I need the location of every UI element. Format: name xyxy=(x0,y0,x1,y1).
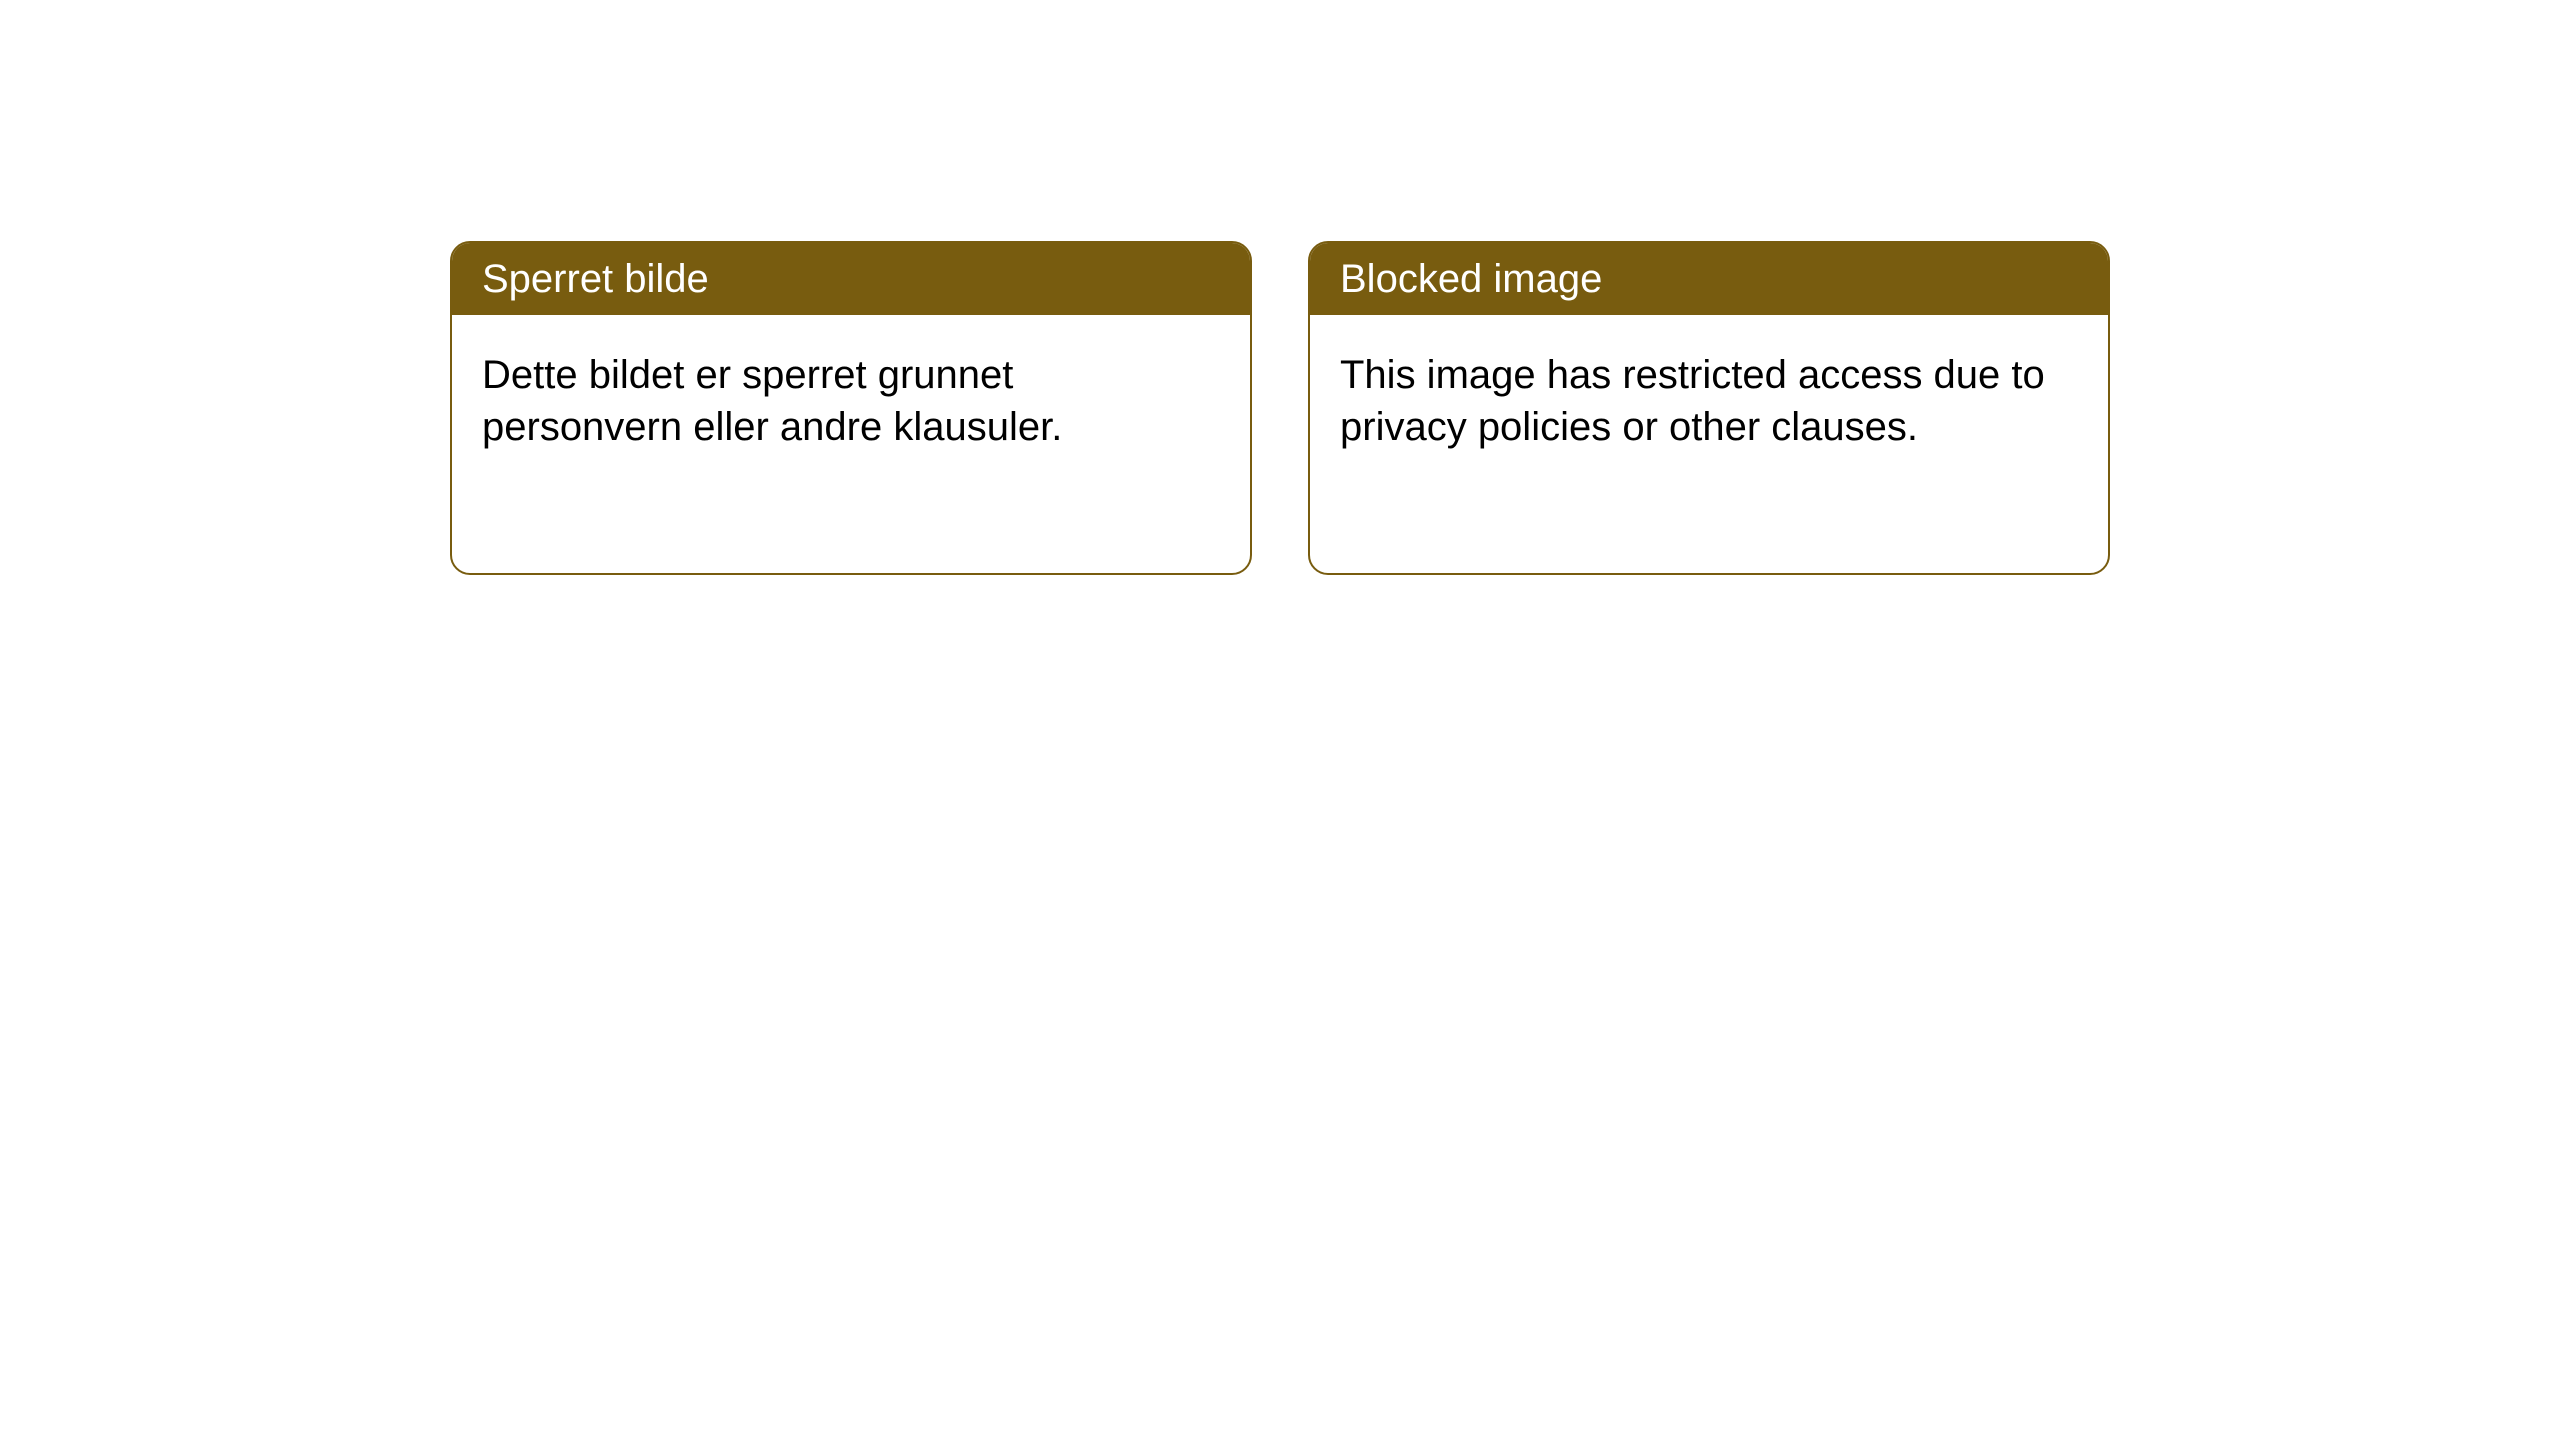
notice-body-text: This image has restricted access due to … xyxy=(1340,353,2045,449)
notice-title: Blocked image xyxy=(1340,257,1602,301)
notice-title: Sperret bilde xyxy=(482,257,709,301)
notice-header: Sperret bilde xyxy=(452,243,1250,315)
notice-card-english: Blocked image This image has restricted … xyxy=(1308,241,2110,575)
notice-body: Dette bildet er sperret grunnet personve… xyxy=(452,315,1250,487)
notice-container: Sperret bilde Dette bildet er sperret gr… xyxy=(450,241,2110,575)
notice-body-text: Dette bildet er sperret grunnet personve… xyxy=(482,353,1062,449)
notice-body: This image has restricted access due to … xyxy=(1310,315,2108,487)
notice-card-norwegian: Sperret bilde Dette bildet er sperret gr… xyxy=(450,241,1252,575)
notice-header: Blocked image xyxy=(1310,243,2108,315)
